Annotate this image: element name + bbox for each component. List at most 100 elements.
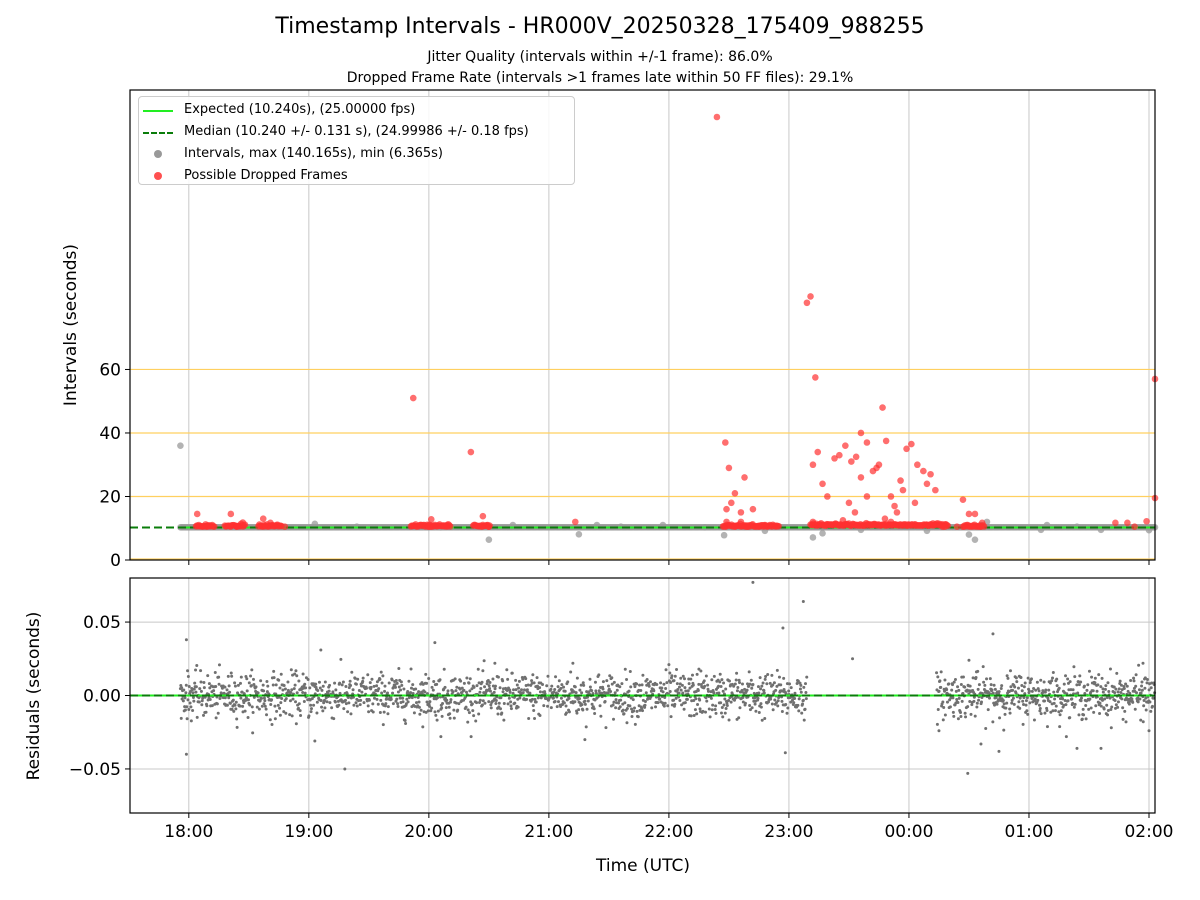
residual-point (1121, 717, 1125, 721)
residual-point (1113, 698, 1117, 702)
residual-point (301, 691, 305, 695)
residual-point (1042, 680, 1046, 684)
residual-point (456, 708, 460, 712)
residual-point (799, 683, 803, 687)
residual-point (1008, 669, 1012, 673)
residual-point (566, 680, 570, 684)
residual-point (977, 683, 981, 687)
residual-point (697, 682, 701, 686)
residual-point (308, 698, 312, 702)
residual-point (717, 691, 721, 695)
residual-point (525, 688, 529, 692)
residual-point (718, 672, 722, 676)
residual-point (318, 686, 322, 690)
residual-point (1105, 703, 1109, 707)
residual-point (1009, 685, 1013, 689)
residual-point (681, 674, 685, 678)
residual-point (509, 707, 513, 711)
dropped-frame-point (193, 510, 201, 518)
residual-point (1119, 691, 1123, 695)
residual-point (959, 710, 963, 714)
residual-point (702, 679, 706, 683)
residual-point (947, 682, 951, 686)
residual-point (481, 699, 485, 703)
residual-point (353, 676, 357, 680)
residual-point (611, 703, 615, 707)
dropped-frame-point (929, 520, 937, 527)
residual-point (588, 677, 592, 681)
residual-point (579, 683, 583, 687)
residual-point (942, 706, 946, 710)
residual-point (371, 702, 375, 706)
residual-point (365, 686, 369, 690)
dropped-frame-point (824, 493, 831, 500)
residual-point (1075, 746, 1079, 750)
residual-point (1043, 711, 1047, 715)
residual-point (535, 684, 539, 688)
residual-point (295, 674, 299, 678)
residual-point (1019, 675, 1023, 679)
residual-point (1010, 701, 1014, 705)
residual-point (990, 688, 994, 692)
residual-point (483, 685, 487, 689)
residual-point (440, 714, 444, 718)
residual-point (804, 691, 808, 695)
residual-point (199, 680, 203, 684)
residual-point (1110, 705, 1114, 709)
residual-point (701, 709, 705, 713)
residual-point (777, 675, 781, 679)
residual-point (207, 682, 211, 686)
residual-point (517, 686, 521, 690)
residual-point (1114, 703, 1118, 707)
residual-point (737, 678, 741, 682)
residual-point (588, 685, 592, 689)
residual-point (683, 677, 687, 681)
residual-point (986, 708, 990, 712)
residual-point (180, 686, 184, 690)
residual-point (641, 673, 645, 677)
residual-point (628, 670, 632, 674)
residual-point (533, 697, 537, 701)
residual-point (187, 684, 191, 688)
residual-point (628, 704, 632, 708)
residual-point (478, 690, 482, 694)
residual-point (409, 686, 413, 690)
top-plot-marks (130, 113, 1159, 543)
residual-point (1032, 686, 1036, 690)
residual-point (677, 685, 681, 689)
residual-point (724, 706, 728, 710)
residual-point (431, 688, 435, 692)
residual-point (367, 710, 371, 714)
residual-point (1072, 705, 1076, 709)
residual-point (683, 701, 687, 705)
residual-point (550, 684, 554, 688)
residual-point (735, 689, 739, 693)
residual-point (1080, 717, 1084, 721)
dropped-frame-point (233, 523, 241, 530)
residual-point (689, 677, 693, 681)
residual-point (330, 706, 334, 710)
residual-point (446, 689, 450, 693)
residual-point (251, 710, 255, 714)
dropped-frame-point (863, 493, 871, 500)
residual-point (951, 683, 955, 687)
residual-point (366, 704, 370, 708)
residual-point (1020, 689, 1024, 693)
residual-point (1141, 720, 1145, 724)
residual-point (535, 676, 539, 680)
residual-point (1070, 697, 1074, 701)
residual-point (411, 683, 415, 687)
residual-point (293, 683, 297, 687)
dropped-frame-point (914, 461, 921, 469)
residual-point (468, 677, 472, 681)
residual-point (1008, 707, 1012, 711)
residual-point (981, 665, 985, 669)
residual-point (423, 690, 427, 694)
residual-point (1098, 712, 1102, 716)
legend-item-intervals: Intervals, max (140.165s), min (6.365s) (139, 146, 574, 164)
residual-point (950, 688, 954, 692)
residual-point (1014, 691, 1018, 695)
residual-point (384, 702, 388, 706)
residual-point (604, 726, 608, 730)
residual-point (655, 682, 659, 686)
